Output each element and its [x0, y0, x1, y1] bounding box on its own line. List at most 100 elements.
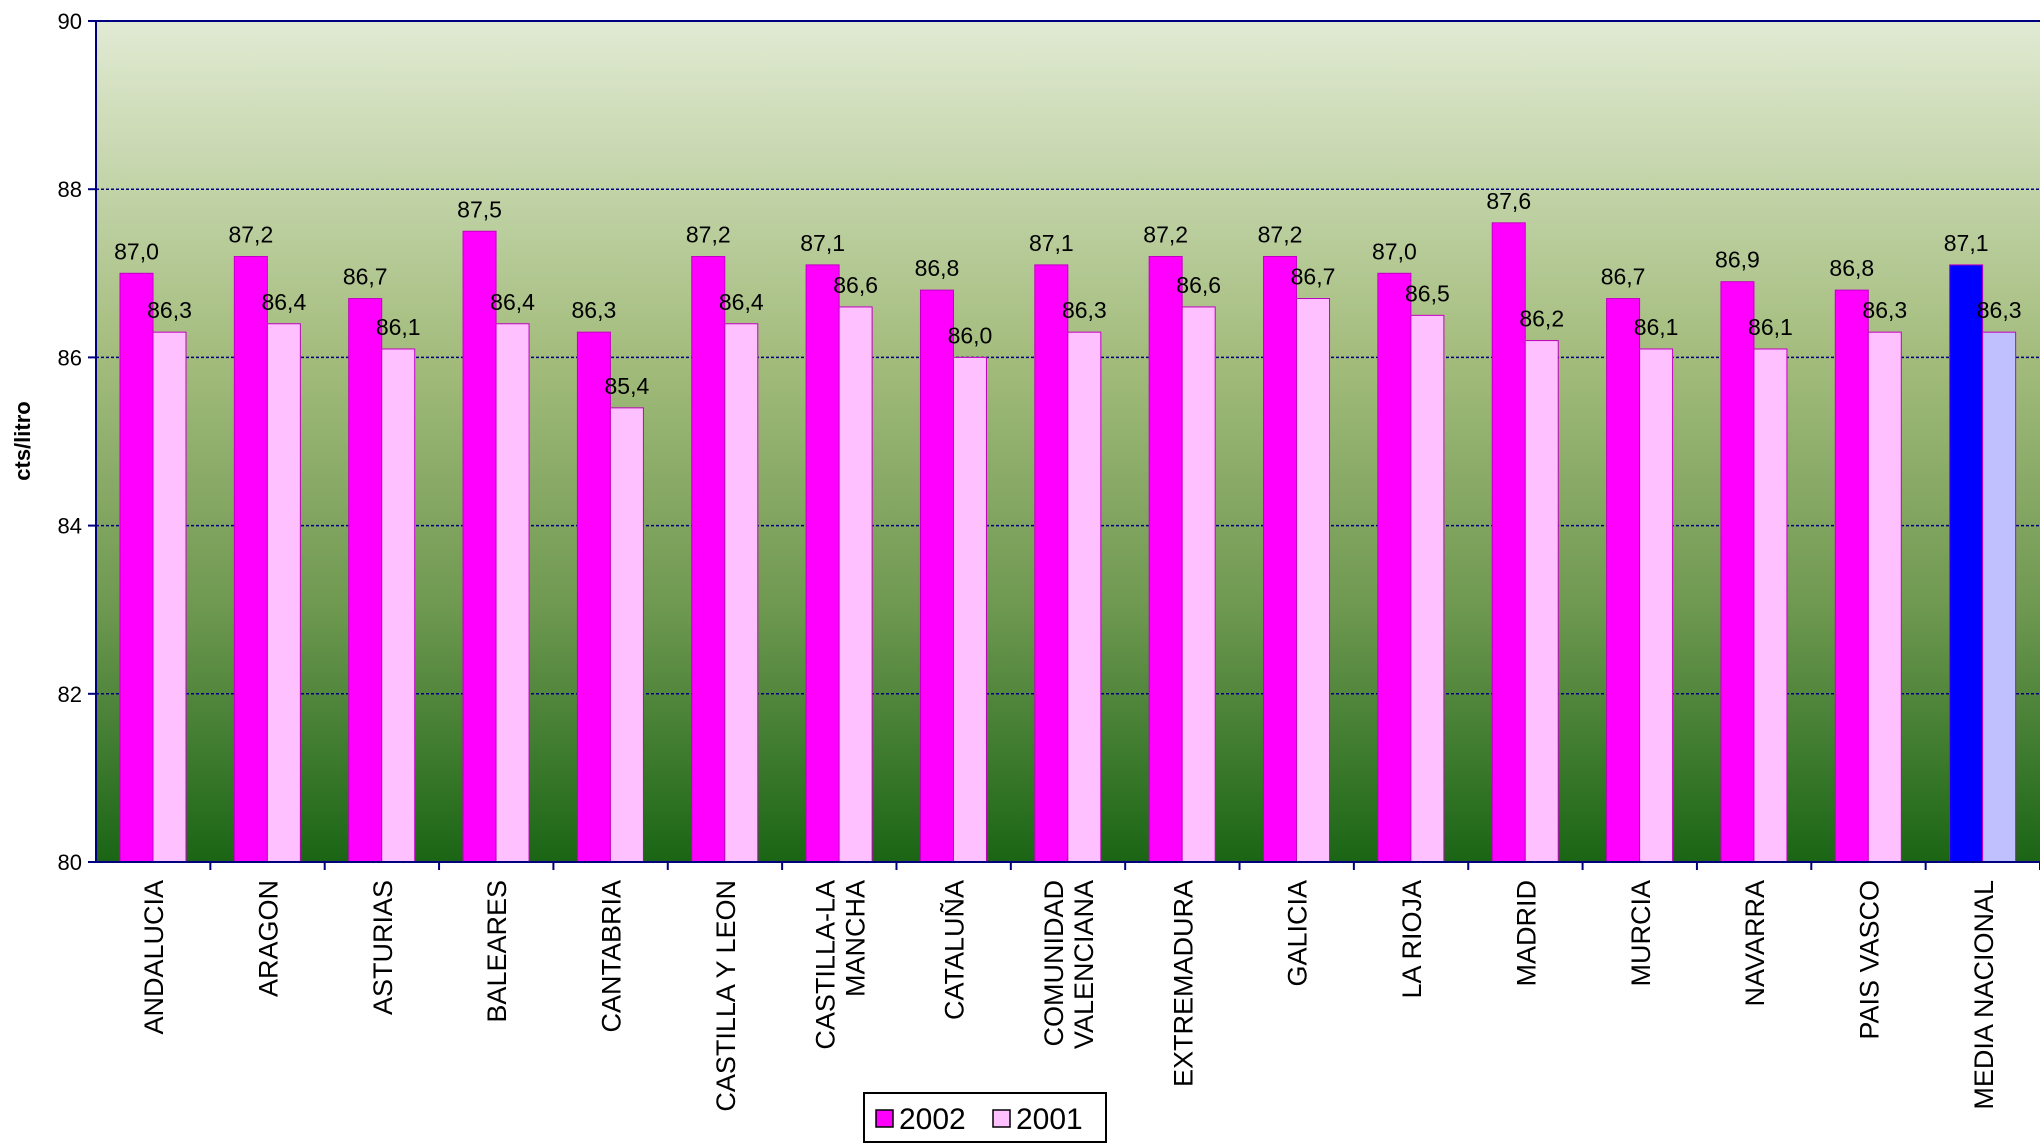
data-label-2002: 87,1	[1944, 230, 1989, 256]
category-label: BALEARES	[482, 880, 512, 1023]
bar-2002	[1834, 289, 1869, 863]
category-label-line: COMUNIDAD	[1039, 880, 1069, 1047]
data-label-2001: 86,6	[1176, 272, 1221, 298]
category-label: PAIS VASCO	[1854, 880, 1884, 1040]
bar-2001	[1639, 348, 1674, 863]
bar-2001	[838, 306, 873, 863]
category-label-line: CASTILLA-LA	[810, 880, 840, 1050]
category-label-line: ARAGON	[254, 880, 284, 997]
category-label: MEDIA NACIONAL	[1969, 880, 1999, 1110]
data-label-2001: 86,3	[1977, 297, 2022, 323]
bar-2001	[381, 348, 416, 863]
bar-2002	[1377, 272, 1412, 863]
bars	[119, 222, 2017, 863]
category-label-line: CASTILLA Y LEON	[711, 880, 741, 1112]
bar-2002	[462, 230, 497, 863]
category-label-line: PAIS VASCO	[1854, 880, 1884, 1040]
bar-2002	[233, 255, 268, 863]
data-label-2001: 86,7	[1291, 264, 1336, 290]
category-label: NAVARRA	[1740, 880, 1770, 1007]
category-label: ASTURIAS	[368, 880, 398, 1015]
category-label: ARAGON	[254, 880, 284, 997]
bar-2001	[1067, 331, 1102, 863]
category-label: GALICIA	[1283, 880, 1313, 987]
data-label-2001: 86,1	[1634, 314, 1679, 340]
bar-2001	[1410, 314, 1445, 863]
bar-2001	[1982, 331, 2017, 863]
data-label-2001: 86,0	[948, 322, 993, 348]
data-label-2001: 86,6	[833, 272, 878, 298]
legend-label-2001: 2001	[1016, 1103, 1083, 1136]
category-label: LA RIOJA	[1397, 880, 1427, 999]
bar-2002	[1034, 264, 1069, 863]
bar-2002	[119, 272, 154, 863]
bar-2001	[609, 407, 644, 863]
y-tick-label: 90	[58, 9, 82, 34]
bar-2001	[952, 356, 987, 863]
legend-swatch-2001	[992, 1109, 1011, 1128]
category-label: COMUNIDAD VALENCIANA	[1039, 880, 1099, 1049]
category-label-line: ANDALUCIA	[139, 880, 169, 1035]
data-label-2002: 86,7	[343, 264, 388, 290]
data-label-2002: 86,8	[915, 255, 960, 281]
data-label-2001: 86,1	[1748, 314, 1793, 340]
category-label-line: GALICIA	[1283, 880, 1313, 987]
data-label-2002: 87,1	[800, 230, 845, 256]
bar-2002	[919, 289, 954, 863]
category-label: MURCIA	[1626, 880, 1656, 987]
data-label-2001: 85,4	[605, 373, 650, 399]
y-axis-title: cts/litro	[10, 401, 35, 480]
y-tick-label: 84	[58, 514, 82, 539]
y-axis-ticks: 80 82 84 86 88 90	[58, 9, 96, 875]
category-label-line: VALENCIANA	[1069, 880, 1099, 1049]
category-label: CATALUÑA	[939, 880, 970, 1020]
data-label-2002: 86,3	[572, 297, 617, 323]
bar-2001	[1296, 298, 1331, 863]
axes	[95, 20, 2040, 863]
data-label-2001: 86,4	[261, 289, 306, 315]
legend-label-2002: 2002	[899, 1103, 966, 1136]
data-label-2002: 87,2	[1258, 221, 1303, 247]
data-label-2002: 86,8	[1829, 255, 1874, 281]
category-label-line: EXTREMADURA	[1168, 880, 1198, 1087]
data-label-2001: 86,3	[147, 297, 192, 323]
legend-box	[863, 1092, 1107, 1143]
bar-2002	[576, 331, 611, 863]
bar-2001	[1753, 348, 1788, 863]
category-label-line: MADRID	[1511, 880, 1541, 987]
data-label-2001: 86,5	[1405, 280, 1450, 306]
data-label-2001: 86,4	[719, 289, 764, 315]
category-label-line: ASTURIAS	[368, 880, 398, 1015]
category-label: CASTILLA-LA MANCHA	[810, 880, 870, 1050]
bar-2001	[1524, 340, 1559, 863]
category-label: CANTABRIA	[597, 880, 627, 1033]
data-label-2002: 87,0	[114, 238, 159, 264]
legend-swatch-2002	[875, 1109, 894, 1128]
category-label-line: BALEARES	[482, 880, 512, 1023]
bar-2001	[1181, 306, 1216, 863]
category-label: CASTILLA Y LEON	[711, 880, 741, 1112]
data-label-2001: 86,1	[376, 314, 421, 340]
y-tick-label: 86	[58, 345, 82, 370]
bar-2001	[495, 323, 530, 863]
y-tick-label: 80	[58, 850, 82, 875]
bar-2002	[1606, 298, 1641, 863]
category-label-line: LA RIOJA	[1397, 880, 1427, 999]
bar-2001	[1867, 331, 1902, 863]
bar-2001	[724, 323, 759, 863]
category-label-line: CATALUÑA	[939, 880, 970, 1020]
data-label-2001: 86,3	[1062, 297, 1107, 323]
y-tick-label: 82	[58, 682, 82, 707]
category-label-line: CANTABRIA	[597, 880, 627, 1033]
data-label-2002: 87,2	[1143, 221, 1188, 247]
legend: 2002 2001	[863, 1092, 1107, 1143]
data-label-2001: 86,2	[1519, 306, 1564, 332]
y-tick-label: 88	[58, 177, 82, 202]
data-label-2002: 87,0	[1372, 238, 1417, 264]
data-label-2002: 87,5	[457, 196, 502, 222]
bar-2002	[805, 264, 840, 863]
bar-2002	[1263, 255, 1298, 863]
data-label-2002: 87,6	[1486, 188, 1531, 214]
data-label-2002: 87,2	[228, 221, 273, 247]
